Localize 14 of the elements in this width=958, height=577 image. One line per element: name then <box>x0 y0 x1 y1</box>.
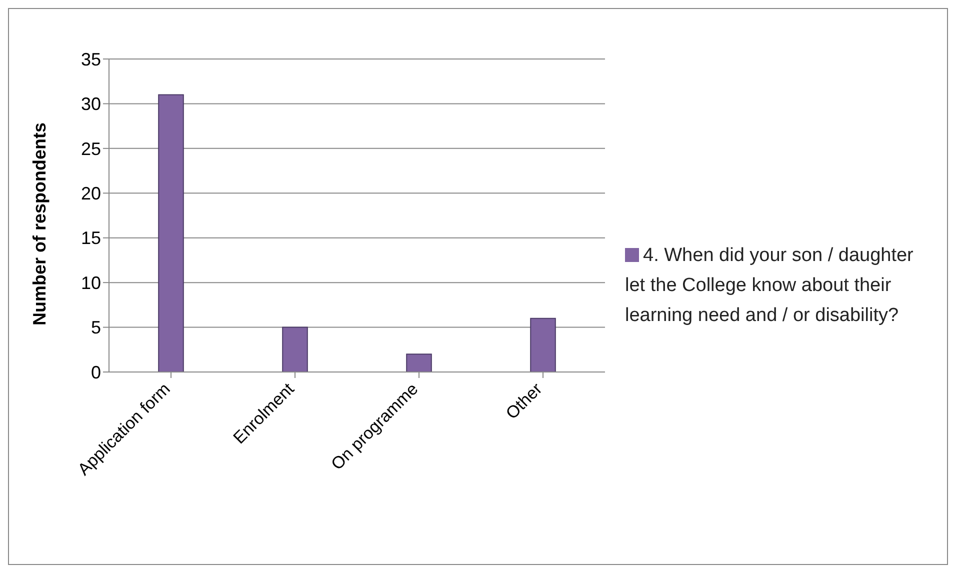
y-tick-label: 25 <box>80 138 101 159</box>
y-tick-label: 5 <box>90 318 101 338</box>
bar <box>406 354 432 372</box>
bar <box>158 94 184 372</box>
y-axis-title: Number of respondents <box>29 122 50 326</box>
y-tick-label: 15 <box>80 228 101 248</box>
bar <box>530 318 556 372</box>
legend-label: 4. When did your son / daughter let the College know about their learning need and / or disability? <box>625 244 914 326</box>
y-tick-label: 10 <box>80 272 101 293</box>
y-tick-label: 35 <box>80 49 101 70</box>
y-tick-label: 30 <box>80 94 101 114</box>
y-tick-label: 0 <box>90 362 101 382</box>
y-tick-label: 20 <box>80 184 101 204</box>
bar <box>282 326 308 372</box>
